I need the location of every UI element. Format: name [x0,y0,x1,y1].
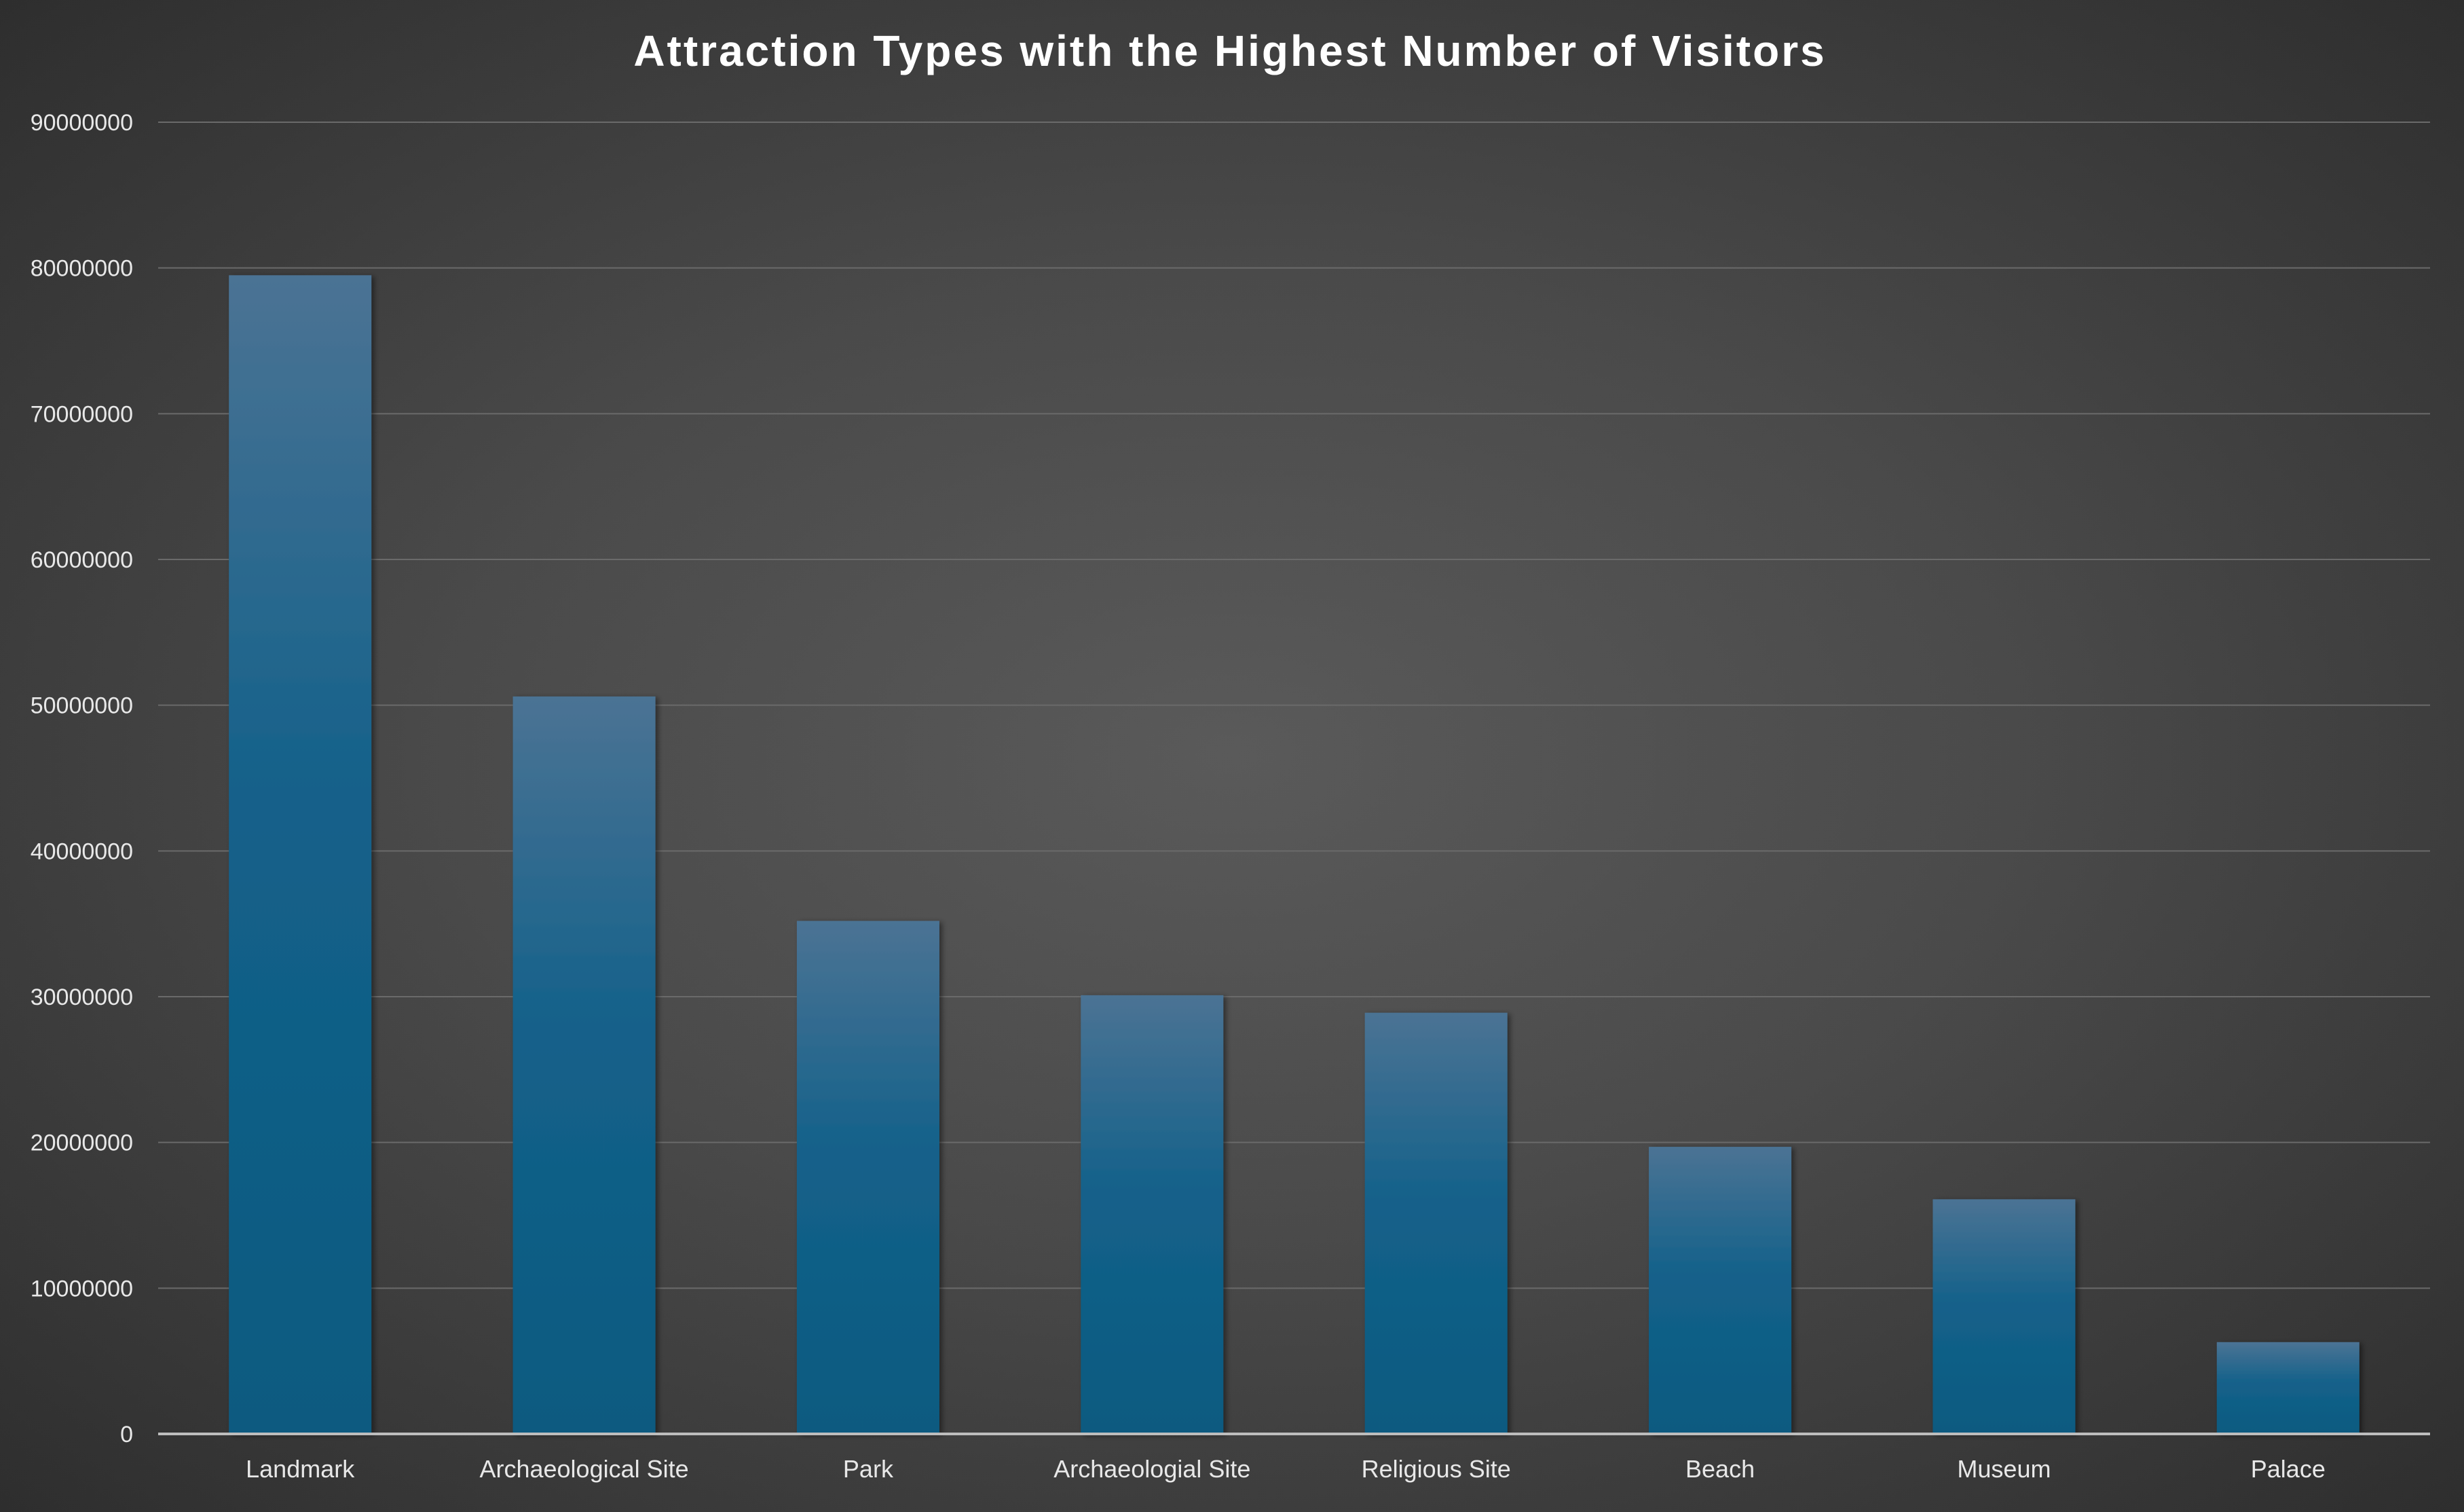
y-tick-label: 90000000 [31,110,133,136]
x-axis-tick-labels: Landmark Archaeological Site Park Archaeolo… [246,1455,2326,1483]
bar [796,921,939,1434]
bar [1081,995,1224,1434]
chart-title: Attraction Types with the Highest Number… [633,26,1826,75]
y-tick-label: 50000000 [31,693,133,719]
y-axis-tick-labels: 0 10000000 20000000 30000000 40000000 5000000… [31,110,133,1448]
gridlines [158,122,2430,1289]
x-tick-label: Beach [1685,1455,1755,1483]
bar [1364,1012,1508,1434]
y-tick-label: 40000000 [31,838,133,864]
bar [229,275,372,1434]
bar [1649,1147,1792,1434]
x-tick-label: Archaeological Site [479,1455,688,1483]
y-tick-label: 20000000 [31,1130,133,1156]
bars [229,275,2359,1434]
y-tick-label: 0 [120,1422,133,1448]
bar [1933,1199,2076,1434]
bar [512,696,656,1434]
bar [2216,1342,2359,1434]
y-tick-label: 80000000 [31,256,133,282]
x-tick-label: Museum [1957,1455,2051,1483]
y-tick-label: 10000000 [31,1276,133,1302]
y-tick-label: 70000000 [31,401,133,427]
y-tick-label: 30000000 [31,984,133,1010]
y-tick-label: 60000000 [31,547,133,573]
x-tick-label: Landmark [246,1455,355,1483]
x-tick-label: Palace [2251,1455,2326,1483]
x-tick-label: Park [843,1455,894,1483]
x-tick-label: Archaeologial Site [1053,1455,1250,1483]
x-tick-label: Religious Site [1362,1455,1511,1483]
